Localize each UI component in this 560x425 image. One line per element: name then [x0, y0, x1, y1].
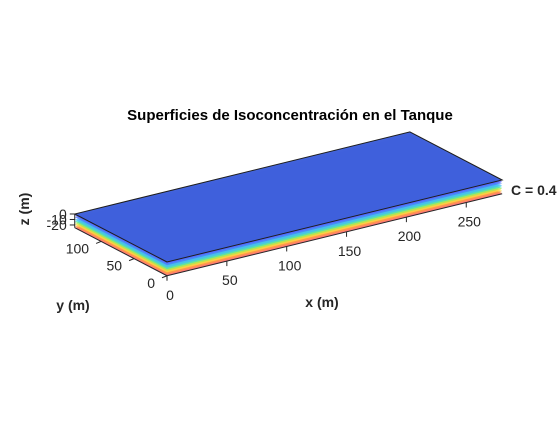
y-tick-mark-0: [161, 275, 168, 279]
x-tick-label-2: 100: [278, 257, 302, 273]
y-axis-label: y (m): [56, 297, 89, 313]
chart-title: Superficies de Isoconcentración en el Ta…: [127, 107, 453, 124]
x-tick-label-4: 200: [398, 228, 422, 244]
z-axis-label: z (m): [16, 193, 32, 226]
y-tick-mark-1: [128, 258, 135, 262]
x-axis-line: [166, 193, 503, 277]
x-tick-label-5: 250: [458, 214, 482, 230]
concentration-annotation: C = 0.4: [511, 182, 557, 198]
y-tick-label-0: 0: [147, 275, 155, 291]
x-tick-label-0: 0: [166, 287, 174, 303]
y-tick-label-2: 100: [66, 240, 90, 256]
x-tick-label-3: 150: [338, 243, 362, 259]
y-axis-line: [74, 227, 168, 277]
x-axis-label: x (m): [305, 294, 338, 310]
y-tick-mark-2: [95, 240, 102, 244]
z-tick-label-0: 0: [59, 206, 67, 222]
isosurface-layers: [73, 131, 504, 277]
y-tick-label-1: 50: [106, 258, 122, 274]
z-tick-label-1: -10: [47, 211, 67, 227]
z-tick-label-2: -20: [47, 217, 67, 233]
x-tick-label-1: 50: [222, 272, 238, 288]
tank-top-face: [73, 131, 504, 263]
